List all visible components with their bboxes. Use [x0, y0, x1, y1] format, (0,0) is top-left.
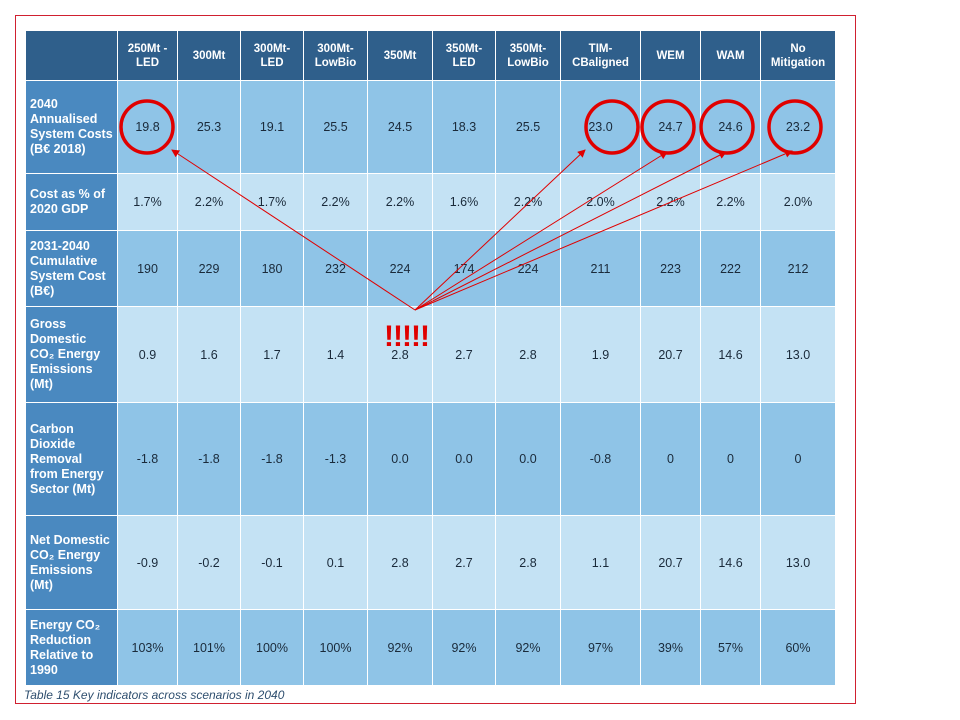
- row-label: 2031-2040 Cumulative System Cost (B€): [25, 230, 118, 307]
- cell: 92%: [367, 609, 433, 686]
- column-header: 300Mt-LowBio: [303, 30, 368, 81]
- cell: 2.8: [367, 515, 433, 610]
- cell: 24.7: [640, 80, 701, 174]
- row-label: Cost as % of 2020 GDP: [25, 173, 118, 231]
- cell: 2.7: [432, 306, 496, 403]
- cell: 1.6%: [432, 173, 496, 231]
- cell: 223: [640, 230, 701, 307]
- arrow: [414, 151, 668, 311]
- arrow: [414, 149, 586, 311]
- cell: 101%: [177, 609, 241, 686]
- cell: 224: [367, 230, 433, 307]
- cell: 2.2%: [700, 173, 761, 231]
- cell: 24.5: [367, 80, 433, 174]
- cell: -0.2: [177, 515, 241, 610]
- arrow: [414, 150, 793, 311]
- cell: 1.6: [177, 306, 241, 403]
- cell: -1.8: [117, 402, 178, 516]
- cell: 0: [700, 402, 761, 516]
- arrow: [414, 151, 727, 311]
- cell: 92%: [495, 609, 561, 686]
- cell: 13.0: [760, 306, 836, 403]
- cell: 2.0%: [760, 173, 836, 231]
- cell: 2.2%: [177, 173, 241, 231]
- cell: 25.5: [303, 80, 368, 174]
- cell: -1.8: [177, 402, 241, 516]
- cell: 100%: [303, 609, 368, 686]
- column-header: 350Mt-LowBio: [495, 30, 561, 81]
- cell: 19.1: [240, 80, 304, 174]
- circle: [767, 99, 823, 155]
- cell: 222: [700, 230, 761, 307]
- cell: 25.3: [177, 80, 241, 174]
- cell: -0.8: [560, 402, 641, 516]
- row-label: Energy CO₂ Reduction Relative to 1990: [25, 609, 118, 686]
- circle: [119, 99, 175, 155]
- cell: 1.4: [303, 306, 368, 403]
- cell: 23.2: [760, 80, 836, 174]
- cell: 19.8: [117, 80, 178, 174]
- cell: 100%: [240, 609, 304, 686]
- cell: 0.0: [367, 402, 433, 516]
- cell: 2.2%: [367, 173, 433, 231]
- cell: 180: [240, 230, 304, 307]
- key-indicators-table: 250Mt -LED 300Mt 300Mt-LED 300Mt-LowBio 350M…: [25, 30, 836, 686]
- cell: 23.0: [560, 80, 641, 174]
- cell: 0.9: [117, 306, 178, 403]
- row-label: Carbon Dioxide Removal from Energy Secto…: [25, 402, 118, 516]
- row-label: Gross Domestic CO₂ Energy Emissions (Mt): [25, 306, 118, 403]
- data-row: Cost as % of 2020 GDP 1.7% 2.2% 1.7% 2.2% 2.2…: [25, 173, 836, 231]
- cell: 60%: [760, 609, 836, 686]
- circle: [584, 99, 640, 155]
- cell: 57%: [700, 609, 761, 686]
- cell: 2.8: [367, 306, 433, 403]
- cell: 97%: [560, 609, 641, 686]
- cell: 2.8: [495, 515, 561, 610]
- highlight-circles: [119, 99, 823, 155]
- cell: -0.9: [117, 515, 178, 610]
- data-row: Net Domestic CO₂ Energy Emissions (Mt) -0…: [25, 515, 836, 610]
- cell: 0: [760, 402, 836, 516]
- circle: [640, 99, 696, 155]
- cell: 1.1: [560, 515, 641, 610]
- cell: 190: [117, 230, 178, 307]
- caption: Table 15 Key indicators across scenarios…: [24, 688, 285, 702]
- arrows: [171, 149, 793, 311]
- frame: [15, 15, 856, 704]
- cell: 229: [177, 230, 241, 307]
- cell: 2.7: [432, 515, 496, 610]
- annotation: !!!!!: [384, 320, 430, 353]
- row-label: Net Domestic CO₂ Energy Emissions (Mt): [25, 515, 118, 610]
- data-row: Gross Domestic CO₂ Energy Emissions (Mt)…: [25, 306, 836, 403]
- cell: 20.7: [640, 515, 701, 610]
- cell: 24.6: [700, 80, 761, 174]
- data-row: 2040 Annualised System Costs (B€ 2018) 19…: [25, 80, 836, 174]
- circle: [699, 99, 755, 155]
- column-header: 350Mt-LED: [432, 30, 496, 81]
- cell: 1.7: [240, 306, 304, 403]
- data-row: Energy CO₂ Reduction Relative to 1990 103…: [25, 609, 836, 686]
- column-header: No Mitigation: [760, 30, 836, 81]
- cell: 2.8: [495, 306, 561, 403]
- column-header: 350Mt: [367, 30, 433, 81]
- cell: 103%: [117, 609, 178, 686]
- cell: 212: [760, 230, 836, 307]
- cell: 18.3: [432, 80, 496, 174]
- cell: 13.0: [760, 515, 836, 610]
- column-header: WEM: [640, 30, 701, 81]
- cell: 1.9: [560, 306, 641, 403]
- cell: 14.6: [700, 306, 761, 403]
- cell: 0.0: [495, 402, 561, 516]
- cell: 39%: [640, 609, 701, 686]
- cell: 2.2%: [495, 173, 561, 231]
- column-header: 300Mt-LED: [240, 30, 304, 81]
- cell: 0.1: [303, 515, 368, 610]
- cell: 0.0: [432, 402, 496, 516]
- cell: 0: [640, 402, 701, 516]
- arrow: [171, 149, 416, 311]
- cell: 92%: [432, 609, 496, 686]
- cell: -1.8: [240, 402, 304, 516]
